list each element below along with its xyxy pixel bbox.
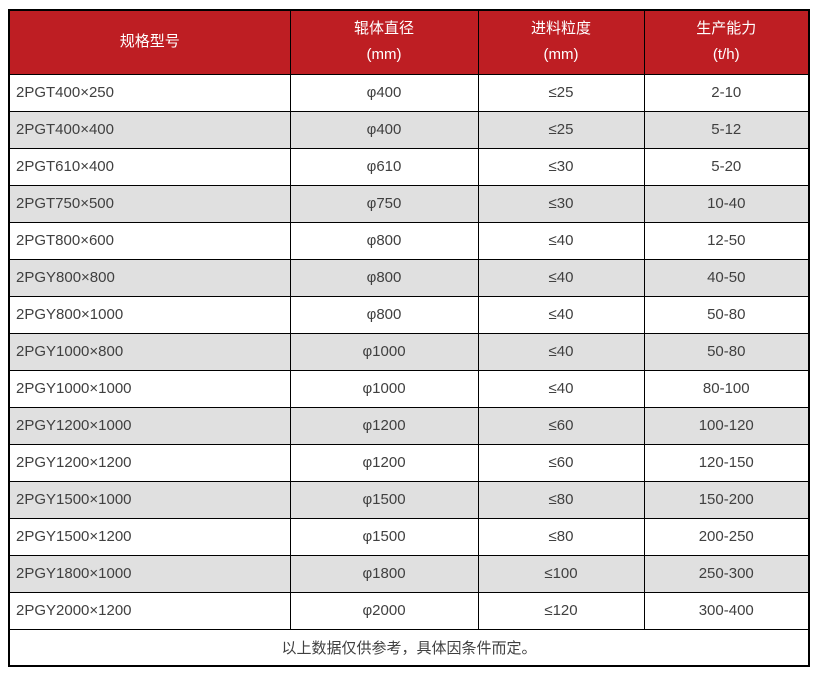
model-cell: 2PGT750×500 <box>8 184 291 223</box>
feed-size-cell: ≤30 <box>477 147 645 186</box>
model-cell: 2PGY800×1000 <box>8 295 291 334</box>
roller-diameter-cell: φ750 <box>289 184 479 223</box>
feed-size-cell: ≤25 <box>477 73 645 112</box>
table-row: 2PGY1200×1200 φ1200 ≤60 120-150 <box>8 443 810 482</box>
capacity-cell: 300-400 <box>643 591 810 630</box>
roller-diameter-cell: φ800 <box>289 221 479 260</box>
model-cell: 2PGT610×400 <box>8 147 291 186</box>
header-row: 规格型号 辊体直径 (mm) 进料粒度 (mm) 生产能力 (t/h) <box>8 9 810 75</box>
roller-diameter-cell: φ2000 <box>289 591 479 630</box>
roller-diameter-cell: φ610 <box>289 147 479 186</box>
capacity-cell: 50-80 <box>643 295 810 334</box>
table-body: 2PGT400×250 φ400 ≤25 2-10 2PGT400×400 φ400 ≤25… <box>8 73 810 630</box>
model-cell: 2PGT400×400 <box>8 110 291 149</box>
roller-diameter-cell: φ1200 <box>289 406 479 445</box>
feed-size-cell: ≤100 <box>477 554 645 593</box>
roller-diameter-cell: φ1200 <box>289 443 479 482</box>
table-row: 2PGY1000×800 φ1000 ≤40 50-80 <box>8 332 810 371</box>
capacity-cell: 120-150 <box>643 443 810 482</box>
feed-size-cell: ≤60 <box>477 406 645 445</box>
header-capacity-unit: (t/h) <box>712 46 740 64</box>
model-cell: 2PGY800×800 <box>8 258 291 297</box>
header-roller-diameter-unit: (mm) <box>366 46 402 64</box>
table-row: 2PGT400×400 φ400 ≤25 5-12 <box>8 110 810 149</box>
roller-diameter-cell: φ1000 <box>289 369 479 408</box>
capacity-cell: 80-100 <box>643 369 810 408</box>
feed-size-cell: ≤60 <box>477 443 645 482</box>
model-cell: 2PGT400×250 <box>8 73 291 112</box>
header-capacity: 生产能力 (t/h) <box>643 9 810 75</box>
header-roller-diameter-label: 辊体直径 <box>353 20 414 38</box>
capacity-cell: 200-250 <box>643 517 810 556</box>
table-row: 2PGY1800×1000 φ1800 ≤100 250-300 <box>8 554 810 593</box>
table-row: 2PGT750×500 φ750 ≤30 10-40 <box>8 184 810 223</box>
table-row: 2PGY800×1000 φ800 ≤40 50-80 <box>8 295 810 334</box>
capacity-cell: 5-20 <box>643 147 810 186</box>
table-row: 2PGY1500×1200 φ1500 ≤80 200-250 <box>8 517 810 556</box>
table-row: 2PGT610×400 φ610 ≤30 5-20 <box>8 147 810 186</box>
feed-size-cell: ≤40 <box>477 332 645 371</box>
model-cell: 2PGY1500×1000 <box>8 480 291 519</box>
feed-size-cell: ≤80 <box>477 517 645 556</box>
roller-diameter-cell: φ800 <box>289 258 479 297</box>
feed-size-cell: ≤40 <box>477 258 645 297</box>
model-cell: 2PGY1200×1200 <box>8 443 291 482</box>
feed-size-cell: ≤40 <box>477 295 645 334</box>
feed-size-cell: ≤120 <box>477 591 645 630</box>
model-cell: 2PGY1200×1000 <box>8 406 291 445</box>
feed-size-cell: ≤40 <box>477 221 645 260</box>
model-cell: 2PGY1500×1200 <box>8 517 291 556</box>
feed-size-cell: ≤25 <box>477 110 645 149</box>
header-capacity-label: 生产能力 <box>696 20 757 38</box>
roller-diameter-cell: φ1500 <box>289 517 479 556</box>
footer-note: 以上数据仅供参考，具体因条件而定。 <box>8 628 810 667</box>
model-cell: 2PGY1800×1000 <box>8 554 291 593</box>
table-footer: 以上数据仅供参考，具体因条件而定。 <box>8 628 810 667</box>
feed-size-cell: ≤40 <box>477 369 645 408</box>
capacity-cell: 5-12 <box>643 110 810 149</box>
capacity-cell: 150-200 <box>643 480 810 519</box>
table-row: 2PGY800×800 φ800 ≤40 40-50 <box>8 258 810 297</box>
roller-diameter-cell: φ1000 <box>289 332 479 371</box>
capacity-cell: 12-50 <box>643 221 810 260</box>
feed-size-cell: ≤30 <box>477 184 645 223</box>
header-roller-diameter: 辊体直径 (mm) <box>289 9 479 75</box>
model-cell: 2PGY2000×1200 <box>8 591 291 630</box>
model-cell: 2PGY1000×800 <box>8 332 291 371</box>
capacity-cell: 250-300 <box>643 554 810 593</box>
capacity-cell: 2-10 <box>643 73 810 112</box>
table-row: 2PGY1500×1000 φ1500 ≤80 150-200 <box>8 480 810 519</box>
roller-diameter-cell: φ1500 <box>289 480 479 519</box>
feed-size-cell: ≤80 <box>477 480 645 519</box>
table-row: 2PGY2000×1200 φ2000 ≤120 300-400 <box>8 591 810 630</box>
header-feed-size-unit: (mm) <box>543 46 579 64</box>
table-row: 2PGT400×250 φ400 ≤25 2-10 <box>8 73 810 112</box>
table-header: 规格型号 辊体直径 (mm) 进料粒度 (mm) 生产能力 (t/h) <box>8 9 810 75</box>
header-feed-size-label: 进料粒度 <box>530 20 591 38</box>
capacity-cell: 10-40 <box>643 184 810 223</box>
capacity-cell: 40-50 <box>643 258 810 297</box>
model-cell: 2PGY1000×1000 <box>8 369 291 408</box>
header-model-label: 规格型号 <box>119 33 180 51</box>
capacity-cell: 100-120 <box>643 406 810 445</box>
table-row: 2PGY1200×1000 φ1200 ≤60 100-120 <box>8 406 810 445</box>
roller-diameter-cell: φ400 <box>289 73 479 112</box>
model-cell: 2PGT800×600 <box>8 221 291 260</box>
header-model: 规格型号 <box>8 9 291 75</box>
roller-diameter-cell: φ800 <box>289 295 479 334</box>
table-row: 2PGT800×600 φ800 ≤40 12-50 <box>8 221 810 260</box>
footer-row: 以上数据仅供参考，具体因条件而定。 <box>8 628 810 667</box>
roller-diameter-cell: φ400 <box>289 110 479 149</box>
roller-diameter-cell: φ1800 <box>289 554 479 593</box>
header-feed-size: 进料粒度 (mm) <box>477 9 645 75</box>
capacity-cell: 50-80 <box>643 332 810 371</box>
table-row: 2PGY1000×1000 φ1000 ≤40 80-100 <box>8 369 810 408</box>
spec-table: 规格型号 辊体直径 (mm) 进料粒度 (mm) 生产能力 (t/h) 2PGT… <box>8 9 810 667</box>
